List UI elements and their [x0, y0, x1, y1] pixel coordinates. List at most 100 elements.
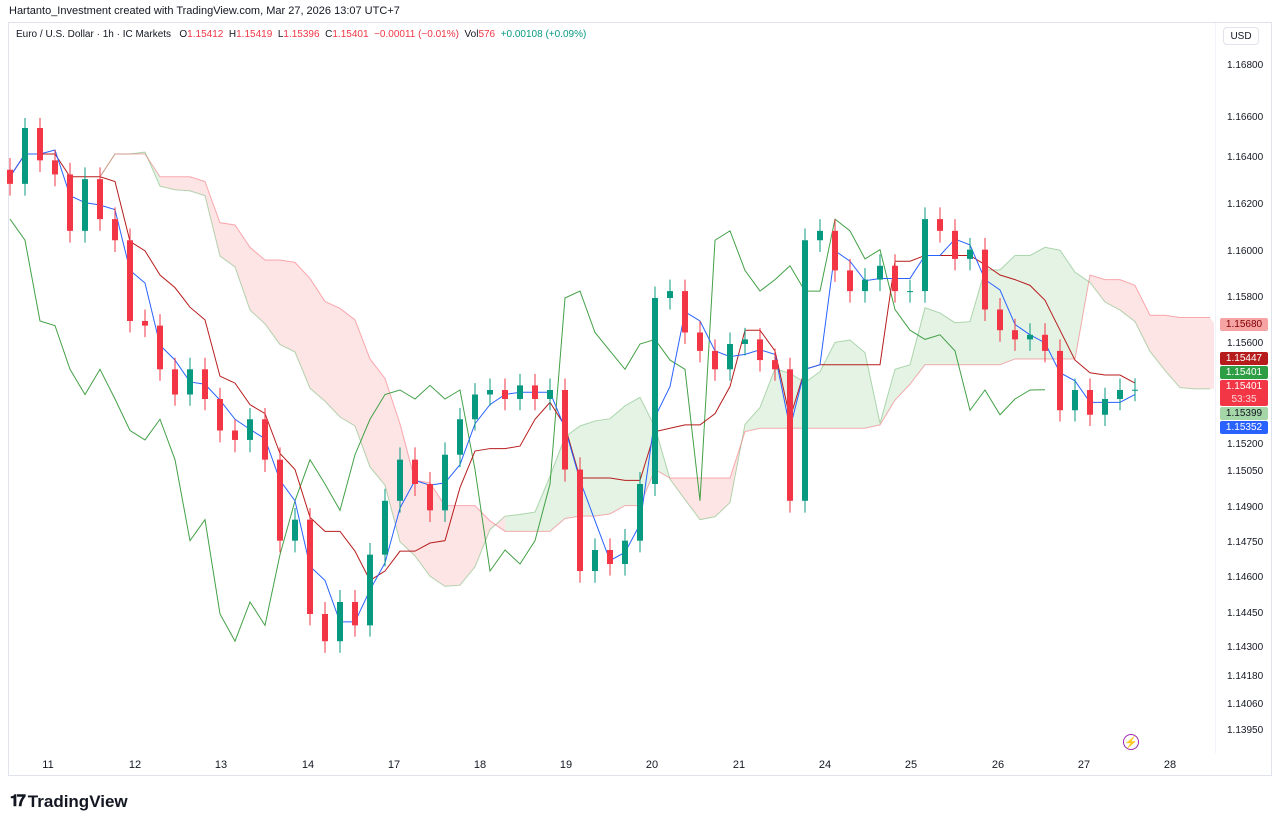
bullish-cloud-segment	[145, 152, 160, 187]
candle	[262, 408, 268, 472]
close-value: 1.15401	[332, 29, 369, 40]
candle-body	[772, 360, 778, 370]
lightning-icon[interactable]: ⚡	[1123, 734, 1139, 750]
candle	[652, 286, 658, 496]
bearish-cloud-segment	[415, 480, 430, 577]
candle	[67, 162, 73, 243]
candle-body	[877, 265, 883, 280]
bearish-cloud-segment	[730, 424, 745, 503]
candle	[727, 332, 733, 381]
candle	[52, 150, 58, 187]
candle-body	[577, 469, 583, 571]
candle	[292, 508, 298, 553]
candle-body	[802, 240, 808, 501]
candle-body	[37, 128, 43, 161]
candle	[697, 321, 703, 363]
candle	[787, 357, 793, 513]
bullish-cloud-segment	[550, 436, 565, 532]
bullish-cloud-segment	[985, 269, 1000, 365]
candle	[487, 378, 493, 406]
span-b-price-tag: 1.15680	[1220, 318, 1268, 331]
candle-body	[292, 519, 298, 541]
ichimoku-cloud	[100, 152, 1214, 587]
candle-body	[562, 390, 568, 470]
bullish-cloud-segment	[580, 420, 595, 517]
chart-pane[interactable]	[8, 22, 1272, 776]
candle-body	[982, 249, 988, 310]
bearish-cloud-segment	[265, 260, 280, 345]
candle	[37, 118, 43, 173]
bullish-cloud-segment	[940, 312, 955, 365]
brand-name: TradingView	[27, 792, 128, 811]
candle-body	[382, 500, 388, 555]
bullish-cloud-segment	[955, 321, 970, 365]
bearish-cloud-segment	[715, 478, 730, 517]
bullish-cloud-segment	[775, 368, 790, 429]
candle-body	[7, 169, 13, 184]
candle	[667, 279, 673, 310]
candle-body	[907, 291, 913, 293]
kijun-price-tag: 1.15447	[1220, 352, 1268, 365]
bearish-cloud-segment	[340, 308, 355, 426]
candle-body	[697, 332, 703, 351]
candle-body	[142, 321, 148, 326]
currency-button[interactable]: USD	[1223, 27, 1259, 45]
bullish-cloud-segment	[100, 154, 115, 177]
candle-body	[217, 399, 223, 431]
bullish-cloud-segment	[1030, 247, 1045, 359]
candle	[862, 268, 868, 303]
candle	[922, 207, 928, 303]
symbol-name[interactable]: Euro / U.S. Dollar · 1h · IC Markets	[16, 29, 172, 40]
time-tick-label: 11	[42, 759, 54, 771]
candle-body	[397, 459, 403, 501]
bar-countdown: 53:35	[1231, 394, 1257, 405]
price-tick-label: 1.15050	[1227, 466, 1264, 477]
tradingview-logo[interactable]: 𝟏𝟕 TradingView	[10, 792, 128, 812]
price-tick-label: 1.14060	[1227, 699, 1264, 710]
span-a-price-tag: 1.15401	[1220, 366, 1268, 379]
candle-body	[472, 394, 478, 420]
time-tick-label: 12	[128, 759, 142, 771]
candle	[322, 602, 328, 653]
candle	[1012, 318, 1018, 351]
bearish-cloud-segment	[1135, 285, 1150, 352]
time-tick-label: 25	[904, 759, 918, 771]
bearish-cloud-segment	[160, 176, 175, 190]
candle	[412, 447, 418, 496]
candle-body	[1117, 390, 1123, 399]
candle	[877, 254, 883, 292]
time-tick-label: 17	[387, 759, 401, 771]
candle-body	[442, 454, 448, 511]
price-tick-label: 1.16200	[1227, 199, 1264, 210]
candle-body	[862, 279, 868, 292]
bullish-cloud-segment	[1000, 255, 1015, 365]
price-tick-label: 1.15800	[1227, 292, 1264, 303]
change-value: −0.00011 (−0.01%)	[374, 29, 459, 40]
candle-body	[922, 219, 928, 292]
bearish-cloud-segment	[670, 478, 685, 500]
bearish-cloud-segment	[1090, 275, 1105, 303]
bearish-cloud-segment	[685, 478, 700, 520]
price-axis[interactable]	[1215, 23, 1272, 753]
candle	[277, 447, 283, 553]
bullish-cloud-segment	[1075, 272, 1090, 359]
time-tick-label: 26	[991, 759, 1005, 771]
candle-body	[1042, 334, 1048, 351]
candle-body	[1072, 390, 1078, 411]
candle	[1057, 339, 1063, 422]
bearish-cloud-segment	[1105, 279, 1120, 311]
bullish-cloud-segment	[130, 152, 145, 154]
bullish-cloud-segment	[835, 339, 850, 429]
bearish-cloud-segment	[430, 482, 445, 587]
candle	[502, 378, 508, 411]
candle	[232, 419, 238, 453]
bullish-cloud-segment	[880, 369, 895, 425]
candle-body	[937, 219, 943, 231]
candle-body	[187, 369, 193, 395]
candle	[1117, 378, 1123, 411]
bearish-cloud-segment	[460, 505, 475, 586]
bearish-cloud-segment	[475, 505, 490, 567]
volume-value: 576	[478, 29, 496, 40]
candle	[217, 387, 223, 443]
